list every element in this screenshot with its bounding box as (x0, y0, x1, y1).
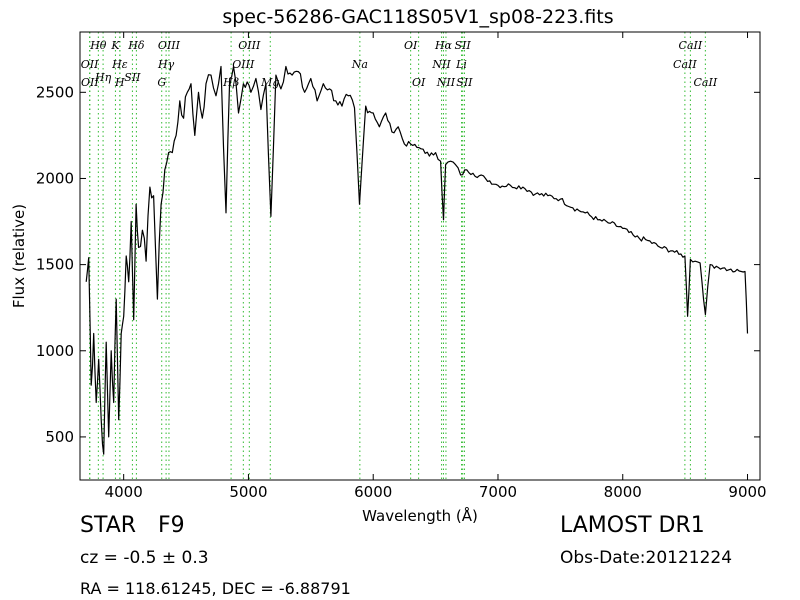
marker-label-17: Hη (94, 71, 112, 84)
marker-label-11: Hγ (157, 58, 175, 71)
marker-label-18: SII (124, 71, 141, 84)
marker-label-12: OIII (232, 58, 255, 71)
x-axis: 4000 5000 6000 7000 8000 9000 (105, 32, 767, 501)
observation-date: Obs-Date:20121224 (560, 548, 733, 568)
marker-label-16: CaII (673, 58, 697, 71)
object-subclass: F9 (158, 513, 185, 538)
y-tick-label-500: 500 (45, 428, 74, 446)
x-tick-label-5000: 5000 (229, 483, 267, 501)
marker-label-6: Hα (434, 39, 453, 52)
plot-frame (79, 31, 761, 481)
marker-label-8: CaII (679, 39, 703, 52)
x-tick-label-6000: 6000 (354, 483, 392, 501)
x-axis-label: Wavelength (Å) (362, 506, 478, 525)
sky-coordinates: RA = 118.61245, DEC = -6.88791 (80, 579, 351, 598)
marker-label-13: Na (351, 58, 368, 71)
marker-label-10: Hε (111, 58, 128, 71)
marker-label-21: G (157, 76, 166, 89)
marker-label-15: Li (455, 58, 467, 71)
object-class: STAR F9 (80, 513, 185, 538)
redshift-value: cz = -0.5 ± 0.3 (80, 548, 209, 568)
x-tick-label-7000: 7000 (479, 483, 517, 501)
marker-label-19: OII (81, 76, 99, 89)
marker-label-20: H (114, 76, 125, 89)
y-axis: 500 1000 1500 2000 2500 (36, 83, 760, 446)
marker-label-25: NII (436, 76, 456, 89)
x-tick-label-4000: 4000 (105, 483, 143, 501)
y-axis-label: Flux (relative) (10, 204, 28, 308)
marker-label-1: K (110, 39, 120, 52)
marker-label-9: OII (81, 58, 99, 71)
x-tick-label-9000: 9000 (728, 483, 766, 501)
marker-label-5: OI (404, 39, 418, 52)
survey-name: LAMOST DR1 (560, 513, 705, 538)
marker-label-14: NII (431, 58, 451, 71)
marker-label-0: Hθ (89, 39, 107, 52)
marker-label-3: OIII (158, 39, 181, 52)
y-tick-label-1500: 1500 (36, 256, 74, 274)
y-tick-label-2500: 2500 (36, 83, 74, 101)
y-tick-label-1000: 1000 (36, 342, 74, 360)
marker-label-27: CaII (694, 76, 718, 89)
spectral-line-markers (89, 32, 706, 480)
marker-label-4: OIII (238, 39, 261, 52)
spectrum-line (85, 65, 749, 455)
marker-label-26: SII (456, 76, 473, 89)
chart-title: spec-56286-GAC118S05V1_sp08-223.fits (222, 6, 613, 28)
object-class-label: STAR (80, 513, 137, 538)
y-tick-label-2000: 2000 (36, 169, 74, 187)
x-tick-label-8000: 8000 (604, 483, 642, 501)
marker-label-24: OI (412, 76, 426, 89)
marker-label-2: Hδ (127, 39, 145, 52)
marker-label-7: SII (455, 39, 472, 52)
